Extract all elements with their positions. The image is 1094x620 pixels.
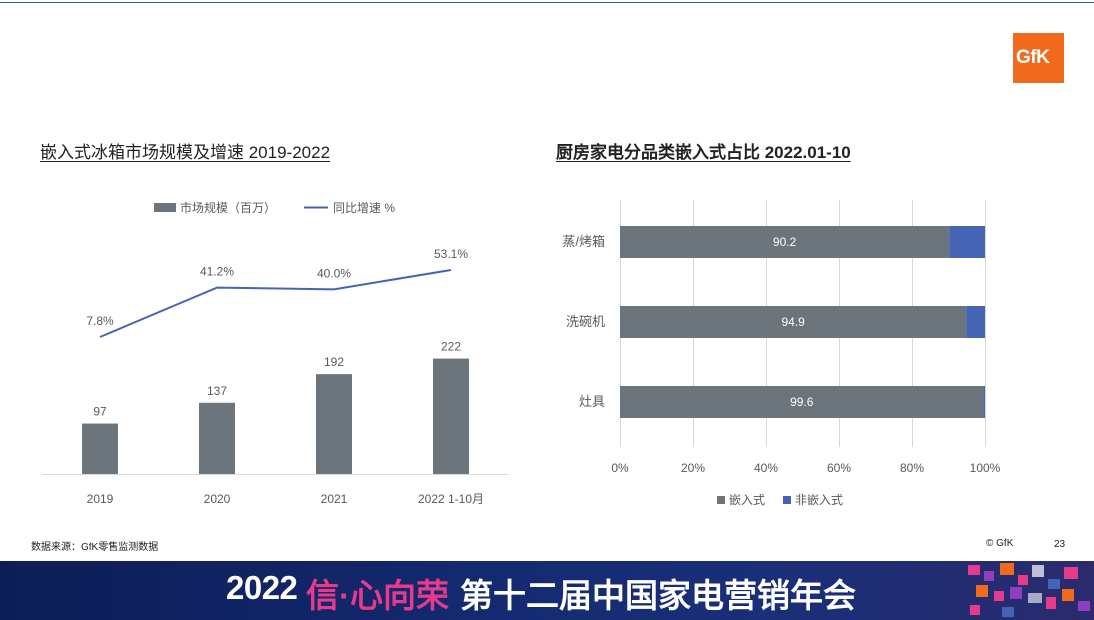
x-tick-label: 2019 xyxy=(87,492,114,506)
y-category-label: 灶具 xyxy=(579,394,605,409)
bar-data-label: 99.6 xyxy=(790,395,814,409)
banner-year: 2022 xyxy=(226,569,298,606)
right-chart-title: 厨房家电分品类嵌入式占比 2022.01-10 xyxy=(556,143,851,162)
copyright: © GfK xyxy=(986,538,1014,549)
x-tick-label: 2020 xyxy=(204,492,231,506)
y-category-label: 蒸/烤箱 xyxy=(562,234,605,249)
event-banner: 2022 信·心向荣 第十二届中国家电营销年会 xyxy=(0,561,1094,620)
bar-embedded xyxy=(620,386,984,418)
x-tick-label: 20% xyxy=(681,461,705,475)
data-source-note: 数据来源：GfK零售监测数据 xyxy=(31,542,159,553)
y-category-label: 洗碗机 xyxy=(566,314,605,329)
legend-swatch-embedded xyxy=(717,496,725,504)
legend-label-bar: 市场规模（百万） xyxy=(180,200,276,215)
x-tick-label: 100% xyxy=(970,461,1001,475)
legend-swatch-non-embedded xyxy=(783,496,791,504)
bar-non-embedded xyxy=(949,226,985,258)
bar-data-label: 97 xyxy=(93,405,107,419)
x-tick-label: 80% xyxy=(900,461,924,475)
banner-pixel-decoration xyxy=(968,563,1090,617)
bar-data-label: 222 xyxy=(441,340,461,354)
legend-label-non-embedded: 非嵌入式 xyxy=(795,493,843,507)
bar-data-label: 192 xyxy=(324,355,344,369)
growth-rate-line xyxy=(99,268,452,338)
x-tick-label: 2021 xyxy=(321,492,348,506)
left-chart-title: 嵌入式冰箱市场规模及增速 2019-2022 xyxy=(40,143,331,162)
bar-data-label: 90.2 xyxy=(773,235,797,249)
line-data-label: 40.0% xyxy=(317,266,351,280)
x-tick-label: 0% xyxy=(611,461,629,475)
logo-text: GfK xyxy=(1016,47,1050,68)
x-tick-label: 60% xyxy=(827,461,851,475)
bar-market-size xyxy=(199,402,235,474)
bar-non-embedded xyxy=(966,306,985,338)
banner-slogan: 信·心向荣 xyxy=(306,577,449,614)
x-tick-label: 40% xyxy=(754,461,778,475)
bar-non-embedded xyxy=(983,386,985,418)
bar-market-size xyxy=(433,358,469,474)
x-tick-label: 2022 1-10月 xyxy=(418,492,484,506)
bar-data-label: 94.9 xyxy=(782,315,806,329)
legend-swatch-bar xyxy=(154,203,176,212)
line-data-label: 7.8% xyxy=(86,314,114,328)
legend-label-line: 同比增速 % xyxy=(333,201,395,215)
page-number: 23 xyxy=(1054,539,1066,550)
bar-data-label: 137 xyxy=(207,384,227,398)
charts-canvas: 市场规模（百万） 同比增速 % 97 2019 137 2020 192 2021 222 202… xyxy=(42,200,1001,507)
bar-embedded xyxy=(620,226,950,258)
bar-market-size xyxy=(82,423,118,474)
gfk-logo: GfK xyxy=(1013,33,1064,83)
bar-embedded xyxy=(620,306,967,338)
bar-market-size xyxy=(316,374,352,474)
top-divider xyxy=(0,2,1094,3)
legend-label-embedded: 嵌入式 xyxy=(729,493,765,507)
banner-title: 第十二届中国家电营销年会 xyxy=(460,577,856,614)
line-data-label: 41.2% xyxy=(200,265,234,279)
line-data-label: 53.1% xyxy=(434,247,468,261)
